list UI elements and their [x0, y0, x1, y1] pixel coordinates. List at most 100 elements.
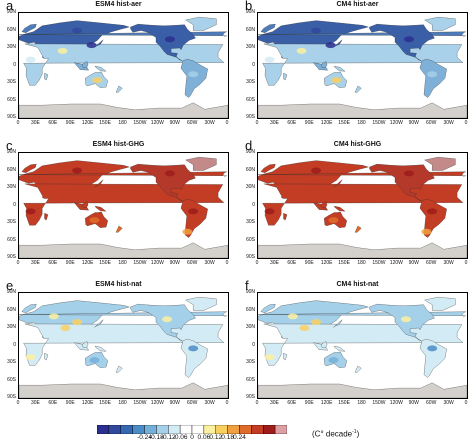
anomaly-patch [311, 167, 322, 174]
colorbar-swatch [191, 425, 205, 434]
lat-tick-label: 60N [245, 166, 255, 173]
lat-tick-label: 60S [7, 376, 16, 383]
land-madagascar [283, 72, 288, 81]
anomaly-patch [328, 357, 339, 364]
lat-tick-label: 90N [6, 149, 16, 155]
lat-tick-label: 60N [6, 166, 16, 173]
panel-letter: b [245, 0, 253, 13]
lon-tick-label: 60W [187, 120, 198, 126]
land-namerica [130, 163, 196, 201]
land-scandinavia [260, 303, 276, 313]
lat-tick-label: 0 [13, 201, 16, 208]
land-antarctica [19, 382, 228, 398]
lat-tick-label: 30S [246, 359, 255, 365]
colorbar-swatch [120, 425, 133, 434]
anomaly-patch [401, 316, 412, 323]
land-nz [115, 365, 123, 373]
colorbar-tick-label: 0.18 [221, 434, 234, 441]
lon-tick-label: 90E [65, 120, 75, 126]
lon-tick-label: 150E [99, 400, 111, 406]
lon-tick-label: 0 [16, 260, 20, 266]
land-japan [94, 319, 104, 328]
map [257, 12, 468, 119]
lat-tick-label: 60S [7, 236, 16, 243]
lon-tick-label: 150W [372, 120, 386, 126]
land-samerica [180, 338, 208, 378]
panel-title: ESM4 hist-aer [95, 1, 142, 8]
units-text: (C° decade [312, 429, 353, 439]
lat-tick-label: 30S [246, 219, 255, 225]
lon-tick-label: 30E [269, 120, 279, 126]
lat-tick-label: 30N [245, 44, 255, 50]
lat-tick-label: 0 [13, 61, 16, 68]
map [18, 12, 229, 119]
lon-tick-label: 60W [187, 260, 198, 266]
lon-tick-label: 90W [408, 120, 419, 126]
panel-title: CM4 hist-nat [336, 281, 379, 288]
lon-tick-label: 120E [320, 120, 333, 126]
panel-e: e ESM4 hist-nat 90N 60N 30N 0 30S 60S 90S 0 30E 6… [6, 278, 231, 415]
land-scandinavia [21, 23, 37, 33]
land-samerica [180, 198, 208, 238]
land-scandinavia [260, 23, 276, 33]
lon-tick-label: 60W [426, 400, 437, 406]
panel-letter: d [245, 138, 253, 153]
colorbar-swatch [239, 425, 252, 434]
lon-tick-label: 60E [287, 400, 297, 406]
lat-tick-label: 90S [7, 394, 16, 400]
lat-tick-label: 0 [252, 201, 255, 208]
land-scandinavia [260, 163, 276, 173]
colorbar-swatch [215, 425, 228, 434]
map-svg [258, 16, 467, 118]
land-newguinea [333, 205, 346, 212]
anomaly-patch [331, 77, 342, 84]
colorbar-tick-label: -0.06 [172, 434, 188, 441]
lat-tick-label: 60S [246, 376, 255, 383]
anomaly-patch [89, 357, 100, 364]
lon-tick-label: 0 [225, 260, 229, 266]
land-borneo [82, 201, 89, 208]
anomaly-patch [264, 354, 275, 361]
land-newguinea [94, 65, 107, 72]
lon-tick-label: 150E [99, 260, 111, 266]
lon-tick-label: 90E [304, 400, 314, 406]
land-namerica [369, 163, 435, 201]
panel-letter: f [245, 278, 249, 293]
colorbar-swatch [179, 425, 193, 434]
anomaly-patch [57, 47, 68, 54]
map [257, 292, 468, 399]
map [18, 292, 229, 399]
map [18, 152, 229, 259]
colorbar-tick-label: 0.12 [209, 434, 223, 441]
land-borneo [321, 341, 328, 348]
anomaly-patch [25, 354, 36, 361]
colorbar-swatch [227, 425, 240, 434]
lon-tick-label: 90E [304, 260, 314, 266]
lon-tick-label: 30W [204, 400, 215, 406]
anomaly-patch [403, 36, 414, 43]
land-nz [115, 225, 123, 233]
land-newguinea [94, 205, 107, 212]
anomaly-patch [421, 228, 432, 235]
lon-tick-label: 90E [304, 120, 314, 126]
colorbar-tick-label: -0.24 [137, 434, 152, 441]
lat-tick-label: 60S [246, 236, 255, 243]
land-newguinea [333, 65, 346, 72]
lon-tick-label: 150E [338, 120, 350, 126]
lon-tick-label: 120E [320, 400, 333, 406]
land-madagascar [44, 212, 49, 221]
lat-tick-label: 0 [252, 61, 255, 68]
anomaly-patch [264, 208, 275, 215]
lon-tick-label: 120W [150, 120, 164, 126]
lon-tick-label: 60E [287, 120, 297, 126]
lat-tick-label: 30S [7, 79, 16, 85]
lon-tick-label: 0 [16, 400, 20, 406]
land-japan [333, 179, 343, 188]
anomaly-patch [48, 313, 59, 320]
lon-tick-label: 0 [464, 120, 468, 126]
land-newguinea [333, 345, 346, 352]
anomaly-patch [311, 27, 322, 34]
anomaly-patch [403, 170, 414, 177]
lon-tick-label: 60W [187, 400, 198, 406]
anomaly-patch [188, 345, 199, 352]
